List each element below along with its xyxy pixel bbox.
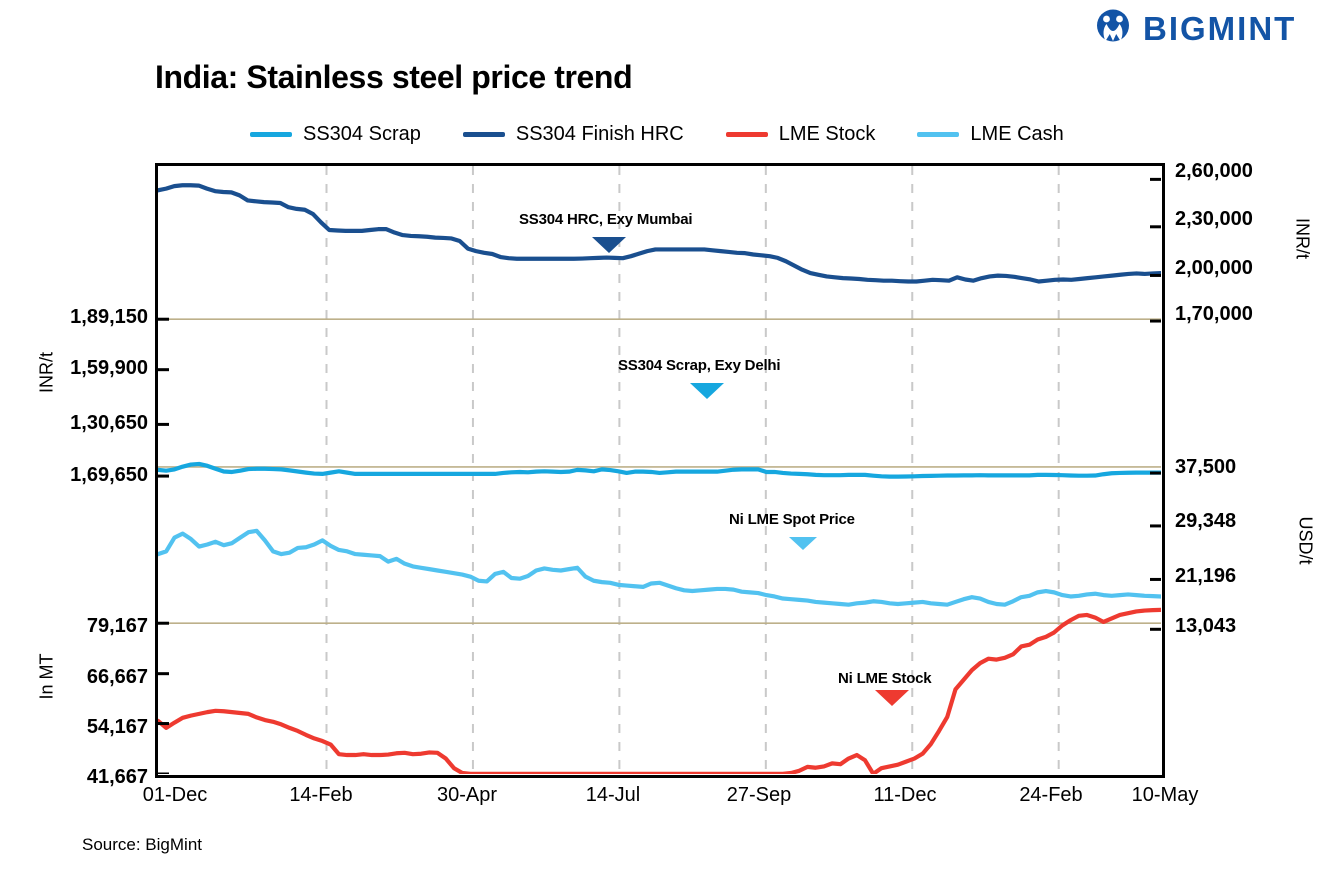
x-axis-tick: 14-Jul bbox=[585, 784, 641, 806]
legend-item-ss304-scrap[interactable]: SS304 Scrap bbox=[250, 123, 421, 146]
anno-ni-lme-spot-down-triangle-icon bbox=[789, 537, 817, 550]
y-axis-left-tick: 54,167 bbox=[86, 716, 148, 738]
source-note: Source: BigMint bbox=[82, 835, 202, 854]
x-axis-tick: 01-Dec bbox=[142, 784, 208, 806]
y-axis-left-tick: 1,89,150 bbox=[70, 306, 148, 328]
legend-label: LME Cash bbox=[970, 123, 1064, 145]
y-axis-right-title-usd: USD/t bbox=[1295, 516, 1316, 565]
chart-legend: SS304 Scrap SS304 Finish HRC LME Stock L… bbox=[250, 123, 1064, 146]
brand-name: BIGMINT bbox=[1143, 9, 1297, 47]
y-axis-right-tick: 2,00,000 bbox=[1175, 257, 1253, 279]
y-axis-right-title-inr: INR/t bbox=[1292, 217, 1313, 259]
x-axis-tick: 11-Dec bbox=[873, 784, 937, 806]
legend-item-lme-cash[interactable]: LME Cash bbox=[917, 123, 1064, 146]
legend-item-ss304-finish-hrc[interactable]: SS304 Finish HRC bbox=[462, 123, 684, 146]
chart-plot-area[interactable] bbox=[155, 163, 1165, 778]
brand-logo: BIGMINT bbox=[1093, 8, 1296, 48]
x-axis-tick: 10-May bbox=[1131, 784, 1199, 806]
y-axis-left-title-mt: In MT bbox=[36, 653, 57, 700]
legend-label: SS304 Scrap bbox=[303, 123, 421, 145]
anno-ss304-hrc-down-triangle-icon bbox=[592, 237, 626, 253]
y-axis-left-title-inr: INR/t bbox=[36, 352, 57, 394]
anno-ni-lme-stock-label: Ni LME Stock bbox=[838, 670, 932, 687]
anno-ss304-scrap-label: SS304 Scrap, Exy Delhi bbox=[618, 357, 781, 374]
y-axis-left-tick: 41,667 bbox=[86, 766, 148, 788]
y-axis-left-tick: 1,69,650 bbox=[70, 464, 148, 486]
page-title: India: Stainless steel price trend bbox=[155, 59, 633, 95]
legend-item-lme-stock[interactable]: LME Stock bbox=[725, 123, 876, 146]
x-axis-tick: 24-Feb bbox=[1019, 784, 1083, 806]
y-axis-right-tick: 1,70,000 bbox=[1175, 303, 1253, 325]
chart-canvas bbox=[158, 166, 1161, 774]
legend-swatch-icon bbox=[917, 132, 960, 137]
legend-swatch-icon bbox=[725, 132, 768, 137]
legend-label: LME Stock bbox=[778, 123, 876, 145]
y-axis-right-tick: 2,30,000 bbox=[1175, 208, 1253, 230]
legend-swatch-icon bbox=[250, 132, 292, 137]
x-axis-tick: 14-Feb bbox=[289, 784, 353, 806]
legend-label: SS304 Finish HRC bbox=[515, 123, 684, 145]
y-axis-right-tick: 29,348 bbox=[1175, 510, 1237, 532]
y-axis-left-tick: 66,667 bbox=[86, 666, 148, 688]
y-axis-left-tick: 1,30,650 bbox=[70, 412, 148, 434]
x-axis-tick: 30-Apr bbox=[436, 784, 498, 806]
y-axis-right-tick: 21,196 bbox=[1175, 565, 1237, 587]
anno-ni-lme-stock-down-triangle-icon bbox=[875, 690, 909, 706]
bigmint-logo-icon bbox=[1093, 8, 1133, 48]
y-axis-right-tick: 37,500 bbox=[1175, 456, 1237, 478]
y-axis-right-tick: 13,043 bbox=[1175, 615, 1237, 637]
y-axis-left-tick: 1,59,900 bbox=[70, 357, 148, 379]
anno-ss304-hrc-label: SS304 HRC, Exy Mumbai bbox=[519, 211, 693, 228]
x-axis-tick: 27-Sep bbox=[726, 784, 792, 806]
y-axis-left-tick: 79,167 bbox=[86, 615, 148, 637]
anno-ss304-scrap-down-triangle-icon bbox=[690, 383, 724, 399]
anno-ni-lme-spot-label: Ni LME Spot Price bbox=[729, 511, 855, 528]
y-axis-right-tick: 2,60,000 bbox=[1175, 160, 1253, 182]
legend-swatch-icon bbox=[462, 132, 505, 137]
